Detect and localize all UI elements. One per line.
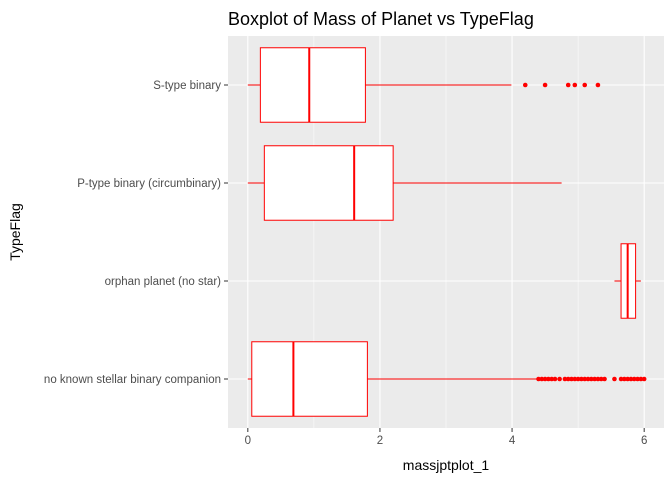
outlier-point: [522, 82, 528, 88]
y-tick-label: no known stellar binary companion: [44, 374, 221, 386]
outlier-point: [592, 376, 597, 382]
outlier-point: [552, 376, 558, 382]
chart-title: Boxplot of Mass of Planet vs TypeFlag: [228, 9, 534, 29]
outlier-point: [557, 376, 562, 382]
outlier-point: [539, 376, 545, 382]
y-tick-label: orphan planet (no star): [105, 276, 222, 288]
outlier-point: [549, 376, 554, 382]
box-iqr: [251, 341, 368, 417]
outlier-point: [598, 376, 604, 382]
outlier-point: [618, 376, 624, 382]
box-group: [614, 243, 641, 319]
outlier-point: [562, 376, 568, 382]
y-axis-title: TypeFlag: [7, 203, 23, 261]
outlier-point: [546, 376, 551, 382]
y-tick-label: P-type binary (circumbinary): [77, 178, 221, 190]
outlier-point: [602, 376, 607, 382]
outlier-point: [536, 376, 541, 382]
x-axis-title: massjptplot_1: [403, 457, 490, 473]
outlier-point: [579, 376, 584, 382]
outlier-point: [582, 82, 588, 88]
outlier-point: [572, 376, 578, 382]
y-axis: no known stellar binary companion orphan …: [44, 80, 228, 386]
outlier-point: [542, 82, 548, 88]
box-iqr: [263, 145, 394, 221]
outlier-point: [595, 376, 601, 382]
outlier-point: [585, 376, 591, 382]
outlier-point: [589, 376, 594, 382]
box-group: [247, 341, 647, 417]
x-tick-label: 0: [245, 435, 251, 447]
outlier-point: [628, 376, 634, 382]
outlier-point: [565, 82, 571, 88]
outlier-point: [565, 376, 571, 382]
y-tick-label: S-type binary: [153, 80, 221, 92]
x-tick-label: 4: [509, 435, 516, 447]
outlier-point: [635, 376, 640, 382]
box-group: [247, 47, 601, 123]
outlier-point: [638, 376, 644, 382]
outlier-point: [542, 376, 548, 382]
outlier-point: [582, 376, 588, 382]
outlier-point: [575, 376, 581, 382]
outlier-point: [595, 82, 601, 88]
outlier-point: [631, 376, 637, 382]
x-tick-label: 2: [377, 435, 383, 447]
x-axis: 0 2 4 6: [245, 428, 647, 447]
box-iqr: [259, 47, 366, 123]
outlier-point: [622, 376, 627, 382]
outlier-point: [569, 376, 574, 382]
box-group: [247, 145, 562, 221]
outlier-point: [641, 376, 647, 382]
outlier-point: [572, 82, 578, 88]
x-tick-label: 6: [641, 435, 647, 447]
boxes-layer: [247, 47, 647, 417]
outlier-point: [612, 376, 617, 382]
outlier-point: [625, 376, 630, 382]
